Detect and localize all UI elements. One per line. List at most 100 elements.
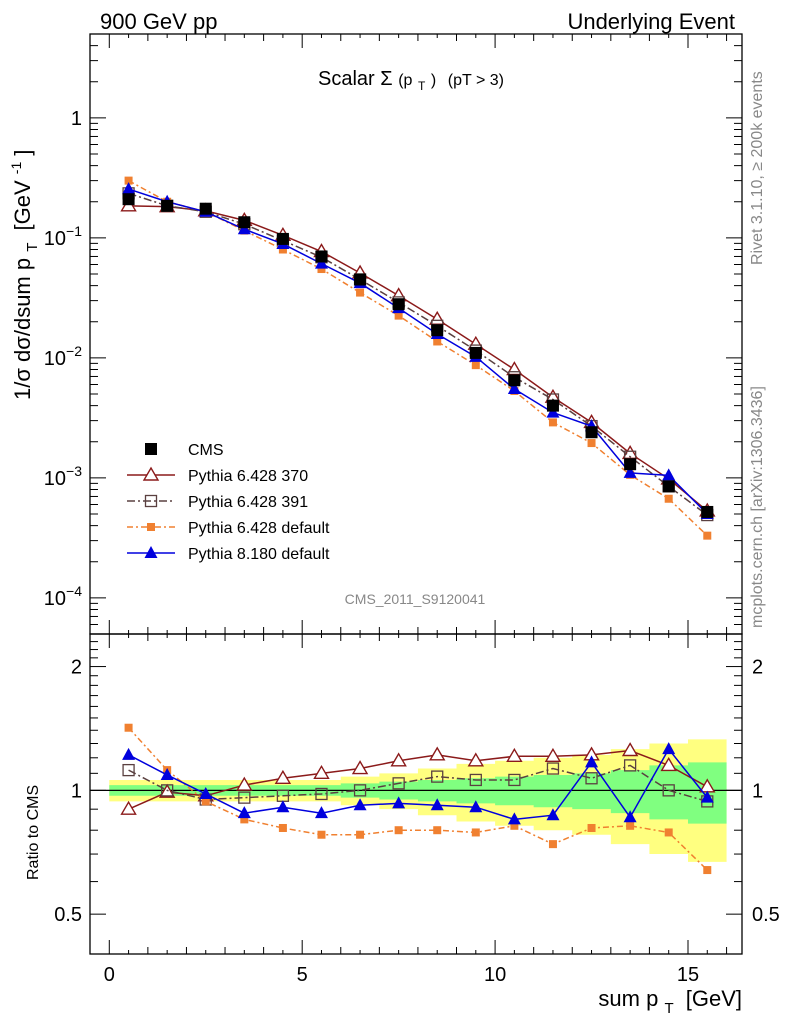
top-y-tick-label: 10−4 <box>44 583 82 610</box>
ratio-point-p6def <box>587 823 596 832</box>
ratio-point-p391 <box>392 777 405 790</box>
ratio-series-p8def <box>122 742 714 825</box>
ratio-point-p8def <box>199 786 213 799</box>
top-ylabel-unit: [GeV <box>10 180 35 230</box>
ratio-point-p391 <box>508 773 521 787</box>
legend-label-p391: Pythia 6.428 391 <box>188 494 308 511</box>
ratio-line-p391 <box>128 764 708 803</box>
plot-title-sigma: Σ <box>380 68 392 90</box>
legend-label-p370: Pythia 6.428 370 <box>188 468 308 485</box>
top-point-cms <box>354 273 367 286</box>
ratio-y-tick-label-right: 2 <box>752 657 763 679</box>
top-y-tick-base: 1 <box>71 108 82 130</box>
ratio-point-p6def <box>278 823 287 832</box>
ratio-point-p8def <box>122 747 136 760</box>
plot-title: Scalar Σ (p T ) (pT > 3) <box>318 68 504 95</box>
ratio-point-p8def <box>314 806 328 819</box>
ratio-point-p8def <box>623 810 637 823</box>
ratio-point-p8def <box>392 796 406 809</box>
top-point-cms <box>585 426 598 439</box>
top-y-tick-base: 10 <box>44 348 66 370</box>
header-left-label: 900 GeV pp <box>100 9 217 34</box>
legend: CMS Pythia 6.428 370 Pythia 6.428 391 Pythi… <box>127 442 330 563</box>
ratio-point-p391 <box>161 784 174 797</box>
top-point-cms <box>199 202 212 215</box>
top-point-cms <box>546 399 559 412</box>
legend-entry-p8def: Pythia 8.180 default <box>127 546 330 563</box>
ratio-line-p6def <box>128 727 708 871</box>
ratio-point-p6def <box>201 797 210 806</box>
top-point-cms <box>624 458 637 471</box>
ratio-point-p391 <box>238 791 251 804</box>
top-point-cms <box>161 199 174 212</box>
xlabel-unit: [GeV] <box>686 986 742 1011</box>
ratio-point-p8def <box>700 790 714 803</box>
x-tick-label: 5 <box>297 964 308 986</box>
x-tick-label: 15 <box>677 964 699 986</box>
top-y-tick-exp: −1 <box>66 223 82 239</box>
ratio-point-p6def <box>394 826 403 835</box>
top-point-p6def <box>394 311 403 320</box>
legend-label-p8def: Pythia 8.180 default <box>188 546 330 563</box>
legend-entry-p6def: Pythia 6.428 default <box>127 520 330 537</box>
plot-title-sub: T <box>418 79 426 93</box>
ratio-point-p8def <box>430 798 444 811</box>
ratio-point-p8def <box>469 800 483 813</box>
ratio-point-p6def <box>548 840 557 849</box>
top-point-p8def <box>662 468 676 481</box>
ratio-line-p370 <box>128 749 708 810</box>
top-ylabel-exp: -1 <box>8 162 24 175</box>
top-series-cms <box>122 193 714 518</box>
ratio-point-p8def <box>507 812 521 825</box>
ratio-line-p8def <box>128 747 708 821</box>
ratio-point-p370 <box>660 757 677 772</box>
top-point-cms <box>701 505 714 518</box>
ratio-point-p391 <box>469 773 482 787</box>
top-y-tick-base: 10 <box>44 588 66 610</box>
top-ylabel-sub: T <box>24 243 41 252</box>
top-y-tick-label: 10−2 <box>44 343 82 370</box>
ratio-point-p391 <box>585 772 598 785</box>
plot-title-cut: (pT > 3) <box>448 72 504 89</box>
ratio-point-p6def <box>664 828 673 837</box>
top-point-p8def <box>623 465 637 478</box>
ratio-point-p6def <box>317 830 326 839</box>
ratio-point-p6def <box>703 866 712 875</box>
top-point-p6def <box>124 176 133 185</box>
ratio-point-p370 <box>390 752 407 767</box>
top-line-p391 <box>128 192 708 516</box>
ratio-point-p8def <box>276 800 290 813</box>
legend-marker-p391 <box>144 494 158 508</box>
top-y-tick-exp: −3 <box>66 463 82 479</box>
ratio-point-p370 <box>313 764 330 780</box>
top-point-p6def <box>664 494 673 503</box>
plot-title-close: ) <box>431 72 436 89</box>
ratio-point-p370 <box>274 769 292 784</box>
ratio-point-p391 <box>546 762 560 775</box>
ratio-point-p6def <box>240 815 249 824</box>
top-line-p8def <box>128 188 708 515</box>
ratio-point-p391 <box>431 770 444 783</box>
legend-entry-p391: Pythia 6.428 391 <box>127 494 308 511</box>
ratio-point-p370 <box>621 742 639 757</box>
analysis-id-label: CMS_2011_S9120041 <box>345 591 486 607</box>
ratio-series-p391 <box>122 759 714 808</box>
ratio-point-p370 <box>120 800 137 815</box>
top-point-cms <box>276 232 289 245</box>
ratio-point-p391 <box>623 759 637 772</box>
top-line-p6def <box>128 179 708 537</box>
top-line-p370 <box>128 205 708 512</box>
top-y-tick-exp: −4 <box>66 583 82 599</box>
top-point-p6def <box>703 531 712 540</box>
ratio-band-inner <box>109 762 727 824</box>
ratio-point-p391 <box>315 787 328 801</box>
ratio-point-p370 <box>544 747 562 763</box>
ratio-point-p370 <box>351 760 369 775</box>
ratio-y-tick-label: 1 <box>71 780 82 802</box>
ratio-point-p391 <box>122 763 135 777</box>
top-point-cms <box>431 324 444 337</box>
ratio-series-p6def <box>124 723 712 875</box>
top-point-p8def <box>122 182 136 195</box>
side-mcplots-label: mcplots.cern.ch [arXiv:1306.3436] <box>749 386 766 628</box>
